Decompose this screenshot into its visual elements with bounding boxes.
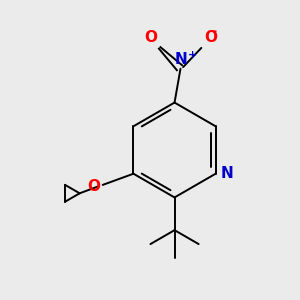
Text: O: O (204, 30, 217, 45)
Text: O: O (87, 179, 100, 194)
Text: +: + (188, 50, 197, 60)
Text: -: - (211, 25, 216, 38)
Text: N: N (221, 166, 234, 181)
Text: N: N (174, 52, 187, 67)
Text: O: O (144, 30, 157, 45)
